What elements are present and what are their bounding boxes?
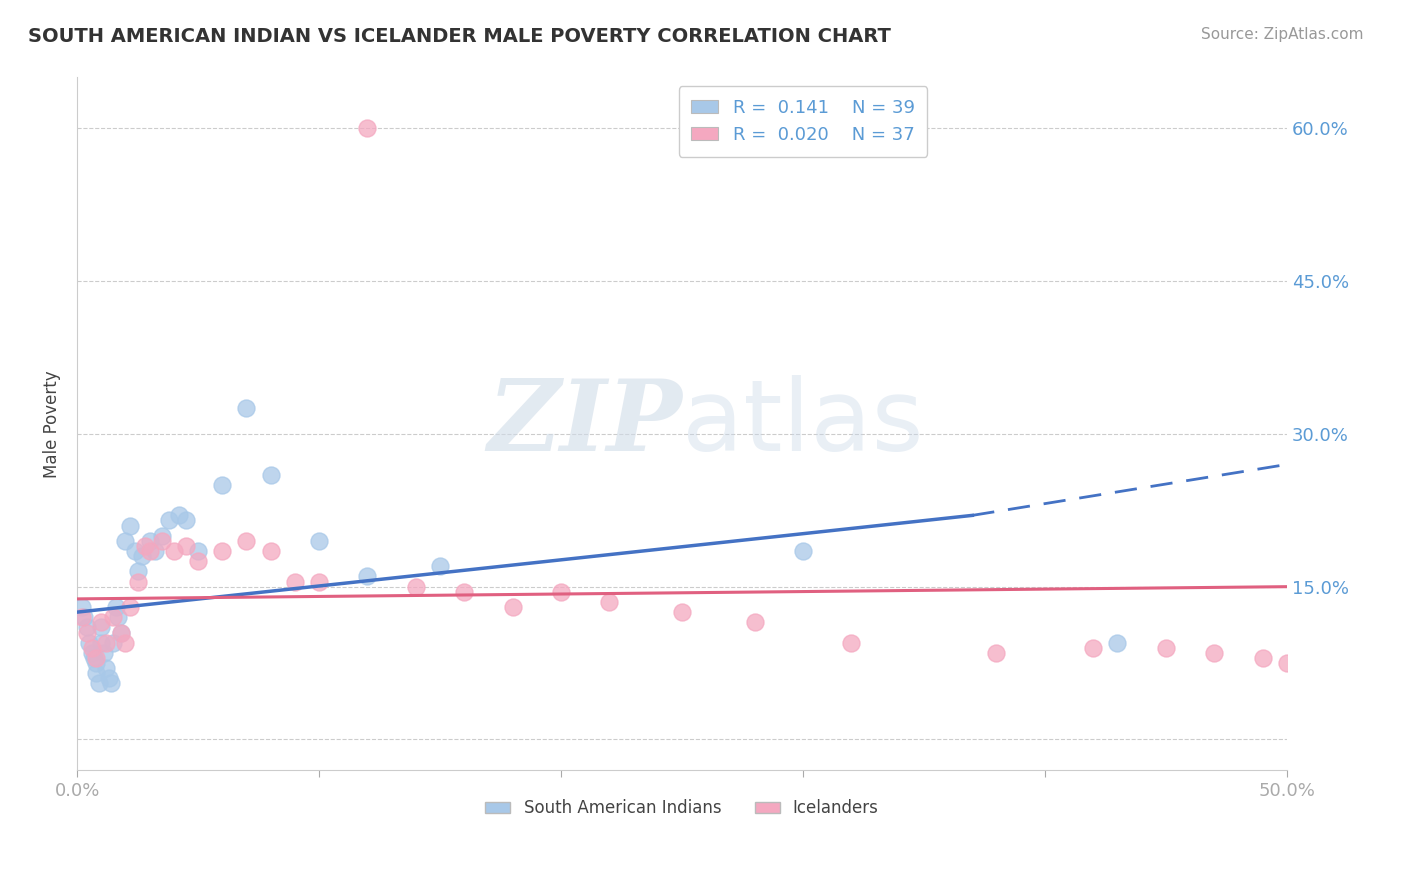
Point xyxy=(114,636,136,650)
Point xyxy=(744,615,766,630)
Point xyxy=(163,544,186,558)
Point xyxy=(124,544,146,558)
Point xyxy=(259,467,281,482)
Point xyxy=(103,610,125,624)
Point xyxy=(235,401,257,416)
Point xyxy=(76,620,98,634)
Text: SOUTH AMERICAN INDIAN VS ICELANDER MALE POVERTY CORRELATION CHART: SOUTH AMERICAN INDIAN VS ICELANDER MALE … xyxy=(28,27,891,45)
Point xyxy=(1154,640,1177,655)
Point xyxy=(174,539,197,553)
Point xyxy=(174,513,197,527)
Point xyxy=(839,636,862,650)
Point xyxy=(187,544,209,558)
Point xyxy=(100,676,122,690)
Point xyxy=(1083,640,1105,655)
Point xyxy=(97,671,120,685)
Point xyxy=(134,539,156,553)
Point xyxy=(356,569,378,583)
Point xyxy=(143,544,166,558)
Point xyxy=(86,651,108,665)
Point xyxy=(356,121,378,136)
Point xyxy=(138,544,160,558)
Text: atlas: atlas xyxy=(682,376,924,472)
Point xyxy=(80,646,103,660)
Point xyxy=(70,610,93,624)
Point xyxy=(405,580,427,594)
Point xyxy=(110,625,132,640)
Point xyxy=(80,640,103,655)
Point xyxy=(284,574,307,589)
Point xyxy=(76,625,98,640)
Point xyxy=(86,656,108,670)
Point xyxy=(93,646,115,660)
Point xyxy=(73,610,96,624)
Point xyxy=(90,615,112,630)
Point xyxy=(120,518,142,533)
Point xyxy=(550,584,572,599)
Point xyxy=(792,544,814,558)
Point xyxy=(187,554,209,568)
Point xyxy=(1275,656,1298,670)
Point xyxy=(308,574,330,589)
Point xyxy=(157,513,180,527)
Point xyxy=(167,508,190,523)
Point xyxy=(131,549,153,563)
Point xyxy=(150,529,173,543)
Point xyxy=(70,600,93,615)
Point xyxy=(90,636,112,650)
Point xyxy=(110,625,132,640)
Point xyxy=(127,565,149,579)
Point xyxy=(1251,651,1274,665)
Point xyxy=(104,600,127,615)
Point xyxy=(598,595,620,609)
Point xyxy=(90,620,112,634)
Point xyxy=(150,533,173,548)
Point xyxy=(77,636,100,650)
Point xyxy=(211,544,233,558)
Point xyxy=(671,605,693,619)
Point xyxy=(429,559,451,574)
Point xyxy=(114,533,136,548)
Point xyxy=(453,584,475,599)
Point xyxy=(211,478,233,492)
Point xyxy=(235,533,257,548)
Point xyxy=(127,574,149,589)
Point xyxy=(86,666,108,681)
Point xyxy=(138,533,160,548)
Point xyxy=(94,636,117,650)
Point xyxy=(107,610,129,624)
Point xyxy=(103,636,125,650)
Point xyxy=(94,661,117,675)
Text: Source: ZipAtlas.com: Source: ZipAtlas.com xyxy=(1201,27,1364,42)
Legend: South American Indians, Icelanders: South American Indians, Icelanders xyxy=(478,793,886,824)
Point xyxy=(87,676,110,690)
Point xyxy=(1107,636,1129,650)
Y-axis label: Male Poverty: Male Poverty xyxy=(44,370,60,477)
Point xyxy=(1204,646,1226,660)
Point xyxy=(259,544,281,558)
Point xyxy=(308,533,330,548)
Point xyxy=(120,600,142,615)
Point xyxy=(986,646,1008,660)
Text: ZIP: ZIP xyxy=(486,376,682,472)
Point xyxy=(502,600,524,615)
Point xyxy=(83,651,105,665)
